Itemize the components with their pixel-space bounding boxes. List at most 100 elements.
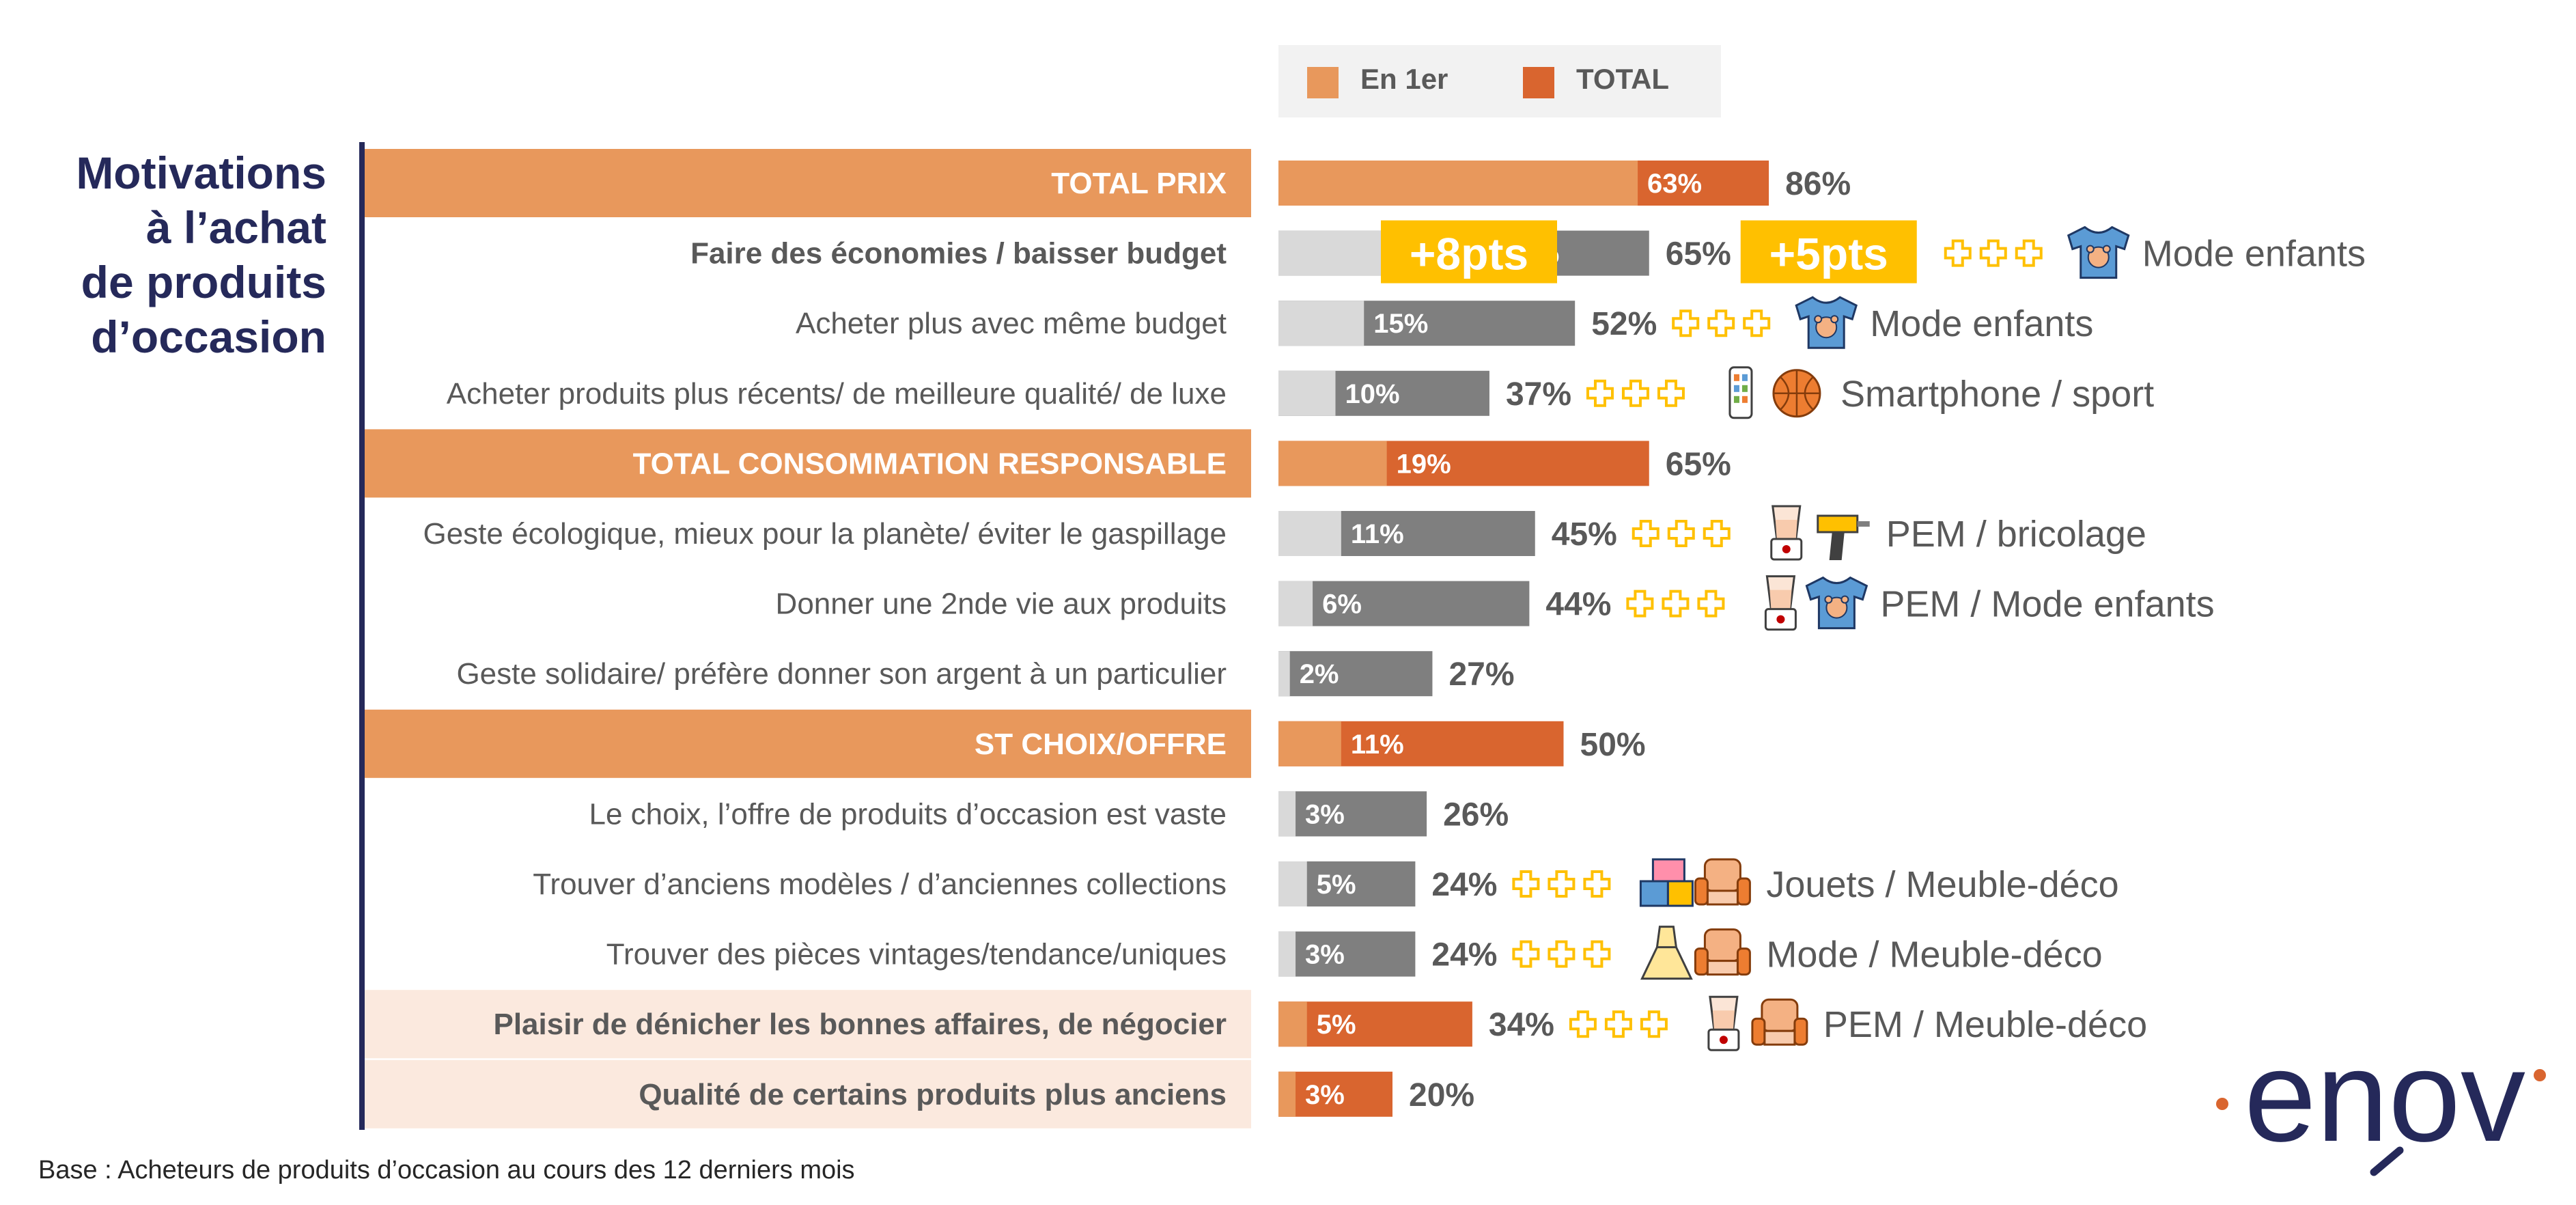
plus-icon (1632, 520, 1660, 547)
baby-onesie-icon (1795, 296, 1858, 349)
value-label-total: 24% (1431, 867, 1497, 903)
value-label-en-1er: 10% (1345, 379, 1400, 409)
plus-icon (1640, 1010, 1668, 1038)
row-band (365, 709, 1251, 778)
baby-onesie-icon (2067, 225, 2130, 279)
legend-box (1278, 45, 1721, 117)
row-total-consommation-responsable: TOTAL CONSOMMATION RESPONSABLE 19% 65% (365, 429, 1731, 498)
row-label: Acheter produits plus récents/ de meille… (447, 377, 1227, 411)
value-label-total: 65% (1666, 236, 1731, 273)
logo-dot2-icon (2534, 1069, 2546, 1081)
bar-en-1er (1278, 370, 1336, 416)
category-note: Mode / Meuble-déco (1766, 934, 2102, 975)
plus-icon (2015, 239, 2043, 267)
baby-onesie-icon (1805, 576, 1868, 630)
drill-icon (1817, 514, 1870, 560)
enov-logo: enov (2216, 1024, 2546, 1176)
title-line-3: de produits (81, 257, 326, 307)
plus-icon (1604, 1010, 1632, 1038)
bar-en-1er (1278, 861, 1307, 906)
category-note: PEM / bricolage (1886, 514, 2146, 555)
plus-icon (1979, 239, 2007, 267)
value-label-total: 52% (1591, 306, 1657, 342)
plus-icon (1548, 940, 1576, 968)
value-label-en-1er: 19% (1397, 449, 1451, 479)
category-note: Smartphone / sport (1840, 374, 2154, 415)
title-line-4: d’occasion (91, 311, 326, 362)
sports-balls-icon (1772, 369, 1821, 418)
value-label-en-1er: 63% (1647, 169, 1702, 199)
plus-signs (1632, 520, 1731, 547)
armchair-icon (1694, 928, 1751, 976)
plus-icon (1707, 309, 1735, 337)
footer-base: Base : Acheteurs de produits d’occasion … (38, 1156, 855, 1185)
plus-icon (1626, 590, 1654, 618)
bar-en-1er (1278, 931, 1296, 977)
row-label: ST CHOIX/OFFRE (975, 728, 1227, 761)
plus-icon (1583, 870, 1611, 898)
value-label-total: 37% (1506, 376, 1571, 413)
value-label-total: 50% (1580, 727, 1646, 763)
badge-text: +8pts (1410, 229, 1528, 279)
toy-bricks-icon (1639, 858, 1694, 907)
value-label-total: 65% (1666, 446, 1731, 482)
plus-signs (1512, 870, 1611, 898)
plus-icon (1657, 379, 1685, 407)
plus-icon (1703, 520, 1731, 547)
logo-stroke-icon (2370, 1146, 2404, 1176)
page-title: Motivations à l’achat de produits d’occa… (76, 148, 326, 362)
legend-swatch-total (1523, 67, 1554, 98)
bar-total (1278, 651, 1433, 697)
row-acheter-plus-avec-meme-budget: Acheter plus avec même budget 15% 52% Mode … (796, 296, 2093, 349)
row-label: Acheter plus avec même budget (796, 307, 1227, 340)
category-note: Mode enfants (2142, 234, 2366, 275)
row-plaisir-de-denicher-les-bonnes-affaires-: Plaisir de dénicher les bonnes affaires,… (365, 990, 2147, 1059)
value-label-en-1er: 5% (1317, 870, 1356, 900)
title-line-2: à l’achat (146, 202, 326, 253)
blender-icon (1707, 995, 1740, 1051)
value-label-total: 34% (1489, 1007, 1554, 1043)
value-label-total: 24% (1431, 937, 1497, 973)
category-note: PEM / Mode enfants (1880, 584, 2214, 625)
bar-total (1278, 1071, 1392, 1117)
plus-signs (1944, 239, 2043, 267)
value-label-en-1er: 6% (1322, 590, 1362, 620)
row-acheter-produits-plus-recents-de-meilleu: Acheter produits plus récents/ de meille… (447, 366, 2154, 419)
plus-icon (1512, 940, 1540, 968)
bar-total (1278, 931, 1416, 977)
value-label-en-1er: 11% (1351, 730, 1404, 760)
blender-icon (1770, 505, 1803, 561)
row-label: Geste écologique, mieux pour la planète/… (423, 517, 1227, 551)
bar-en-1er (1278, 511, 1341, 556)
row-label: Trouver des pièces vintages/tendance/uni… (606, 938, 1227, 971)
row-faire-des-economies-baisser-budget: Faire des économies / baisser budget38%6… (690, 220, 2366, 283)
row-band (365, 429, 1251, 498)
bar-en-1er (1278, 161, 1638, 206)
value-label-total: 26% (1443, 797, 1509, 833)
logo-text: enov (2244, 1024, 2525, 1169)
value-label-total: 45% (1552, 516, 1617, 553)
bar-total (1278, 791, 1427, 837)
title-line-1: Motivations (76, 148, 326, 198)
bar-en-1er (1278, 1071, 1296, 1117)
badge-text: +5pts (1769, 229, 1888, 279)
plus-icon (1512, 870, 1540, 898)
row-geste-ecologique-mieux-pour-la-planete-e: Geste écologique, mieux pour la planète/… (423, 505, 2146, 561)
blender-icon (1764, 575, 1797, 631)
bar-en-1er (1278, 791, 1296, 837)
plus-signs (1586, 379, 1685, 407)
plus-icon (1621, 379, 1649, 407)
value-label-total: 86% (1785, 166, 1851, 202)
bar-en-1er (1278, 721, 1341, 766)
bar-en-1er (1278, 651, 1290, 697)
category-note: Jouets / Meuble-déco (1766, 864, 2118, 905)
rows-layer: TOTAL PRIX 63% 86% Faire des économies / ba… (365, 149, 2366, 1128)
plus-icon (1569, 1010, 1597, 1038)
plus-signs (1569, 1010, 1668, 1038)
plus-signs (1626, 590, 1725, 618)
value-label-en-1er: 3% (1305, 1080, 1345, 1110)
value-label-en-1er: 3% (1305, 799, 1345, 829)
bar-en-1er (1278, 581, 1313, 626)
logo-dot-icon (2216, 1098, 2228, 1110)
smartphone-icon (1728, 366, 1753, 419)
